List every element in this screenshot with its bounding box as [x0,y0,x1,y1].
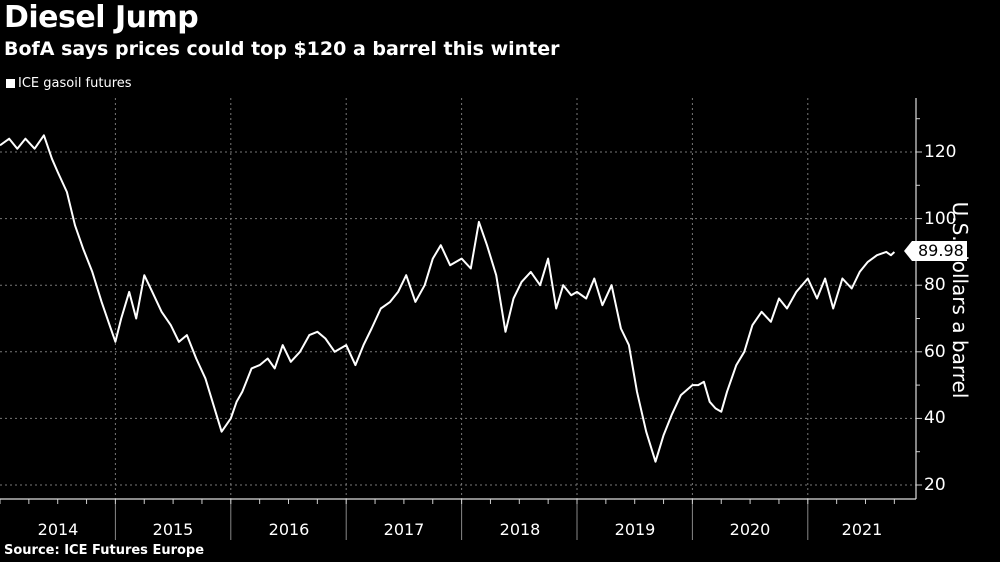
legend: ICE gasoil futures [6,76,132,91]
y-tick-label: 20 [924,475,946,495]
x-tick-label: 2020 [729,520,771,539]
gasoil-price-line [0,134,896,463]
axes [0,98,922,540]
x-tick-label: 2018 [499,520,541,539]
y-axis-title: U.S. dollars a barrel [948,201,972,399]
x-tick-label: 2015 [152,520,194,539]
x-tick-label: 2017 [383,520,425,539]
x-tick-label: 2016 [268,520,310,539]
chart-subtitle: BofA says prices could top $120 a barrel… [4,38,560,60]
y-tick-label: 60 [924,341,946,362]
y-tick-label: 120 [924,142,957,162]
y-tick-label: 80 [924,275,946,296]
x-tick-label: 2014 [37,520,79,539]
last-value-badge: 89.98 [904,241,967,261]
x-tick-label: 2021 [841,520,883,539]
y-tick-label: 100 [924,208,957,229]
legend-swatch-icon [6,79,15,88]
gridlines [0,98,916,499]
x-tick-label: 2019 [614,520,656,539]
chart-title: Diesel Jump [4,0,199,35]
legend-label: ICE gasoil futures [18,76,132,91]
source-note: Source: ICE Futures Europe [4,543,205,558]
y-tick-label: 40 [924,408,946,429]
